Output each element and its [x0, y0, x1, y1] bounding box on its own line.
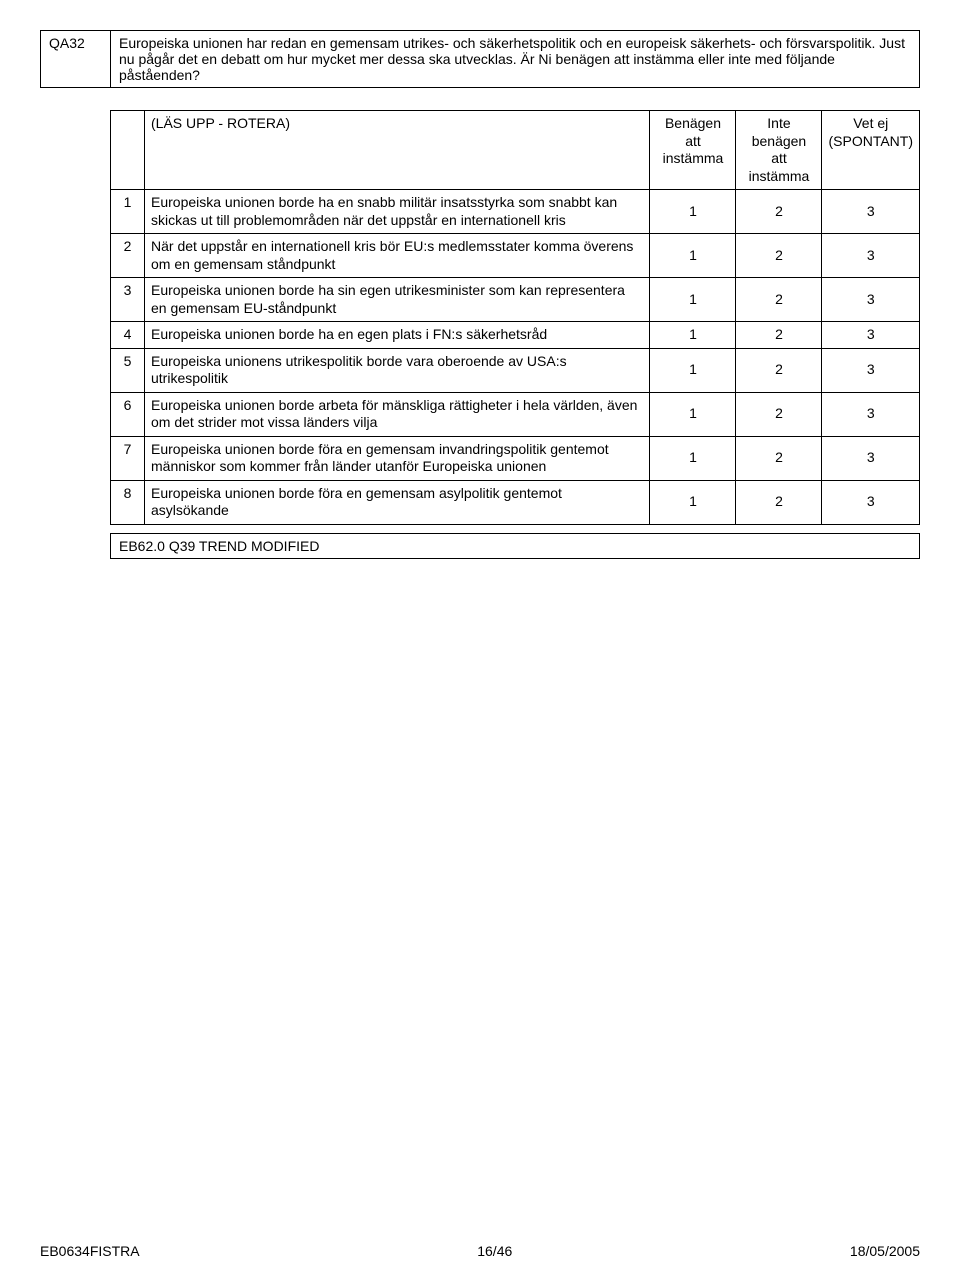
response-value: 2 — [736, 190, 822, 234]
rotation-instruction: (LÄS UPP - ROTERA) — [145, 111, 650, 190]
question-text: Europeiska unionen har redan en gemensam… — [111, 31, 919, 87]
row-number: 5 — [111, 348, 145, 392]
row-label: Europeiska unionen borde ha en snabb mil… — [145, 190, 650, 234]
response-value: 1 — [650, 480, 736, 524]
question-code: QA32 — [41, 31, 111, 87]
response-value: 2 — [736, 436, 822, 480]
response-value: 1 — [650, 436, 736, 480]
row-number: 7 — [111, 436, 145, 480]
question-box: QA32 Europeiska unionen har redan en gem… — [40, 30, 920, 88]
footer-right: 18/05/2005 — [850, 1243, 920, 1259]
response-value: 3 — [822, 392, 920, 436]
row-label: Europeiska unionen borde ha sin egen utr… — [145, 278, 650, 322]
response-value: 3 — [822, 190, 920, 234]
row-label: Europeiska unionen borde arbeta för mäns… — [145, 392, 650, 436]
content-wrap: (LÄS UPP - ROTERA) Benägen att instämma … — [110, 110, 920, 559]
row-number: 6 — [111, 392, 145, 436]
response-value: 1 — [650, 190, 736, 234]
response-value: 1 — [650, 348, 736, 392]
table-row: 6Europeiska unionen borde arbeta för män… — [111, 392, 920, 436]
response-value: 3 — [822, 278, 920, 322]
footer-center: 16/46 — [477, 1243, 512, 1259]
response-value: 1 — [650, 234, 736, 278]
response-value: 2 — [736, 278, 822, 322]
header-col-1: Benägen att instämma — [650, 111, 736, 190]
response-value: 2 — [736, 322, 822, 349]
row-number: 1 — [111, 190, 145, 234]
response-value: 1 — [650, 278, 736, 322]
row-number: 4 — [111, 322, 145, 349]
row-label: När det uppstår en internationell kris b… — [145, 234, 650, 278]
response-value: 3 — [822, 234, 920, 278]
header-col-3: Vet ej (SPONTANT) — [822, 111, 920, 190]
row-label: Europeiska unionens utrikespolitik borde… — [145, 348, 650, 392]
response-value: 1 — [650, 392, 736, 436]
response-value: 2 — [736, 392, 822, 436]
row-label: Europeiska unionen borde föra en gemensa… — [145, 436, 650, 480]
response-value: 2 — [736, 348, 822, 392]
row-label: Europeiska unionen borde ha en egen plat… — [145, 322, 650, 349]
answer-table: (LÄS UPP - ROTERA) Benägen att instämma … — [110, 110, 920, 525]
response-value: 3 — [822, 322, 920, 349]
header-empty-num — [111, 111, 145, 190]
response-value: 1 — [650, 322, 736, 349]
table-row: 5Europeiska unionens utrikespolitik bord… — [111, 348, 920, 392]
row-number: 3 — [111, 278, 145, 322]
page-footer: EB0634FISTRA 16/46 18/05/2005 — [40, 1243, 920, 1259]
table-row: 3Europeiska unionen borde ha sin egen ut… — [111, 278, 920, 322]
header-col-2: Inte benägen att instämma — [736, 111, 822, 190]
row-label: Europeiska unionen borde föra en gemensa… — [145, 480, 650, 524]
footer-left: EB0634FISTRA — [40, 1243, 140, 1259]
table-row: 7Europeiska unionen borde föra en gemens… — [111, 436, 920, 480]
table-row: 1Europeiska unionen borde ha en snabb mi… — [111, 190, 920, 234]
table-header-row: (LÄS UPP - ROTERA) Benägen att instämma … — [111, 111, 920, 190]
table-row: 4Europeiska unionen borde ha en egen pla… — [111, 322, 920, 349]
response-value: 3 — [822, 348, 920, 392]
row-number: 8 — [111, 480, 145, 524]
response-value: 3 — [822, 436, 920, 480]
response-value: 3 — [822, 480, 920, 524]
response-value: 2 — [736, 480, 822, 524]
row-number: 2 — [111, 234, 145, 278]
trend-note: EB62.0 Q39 TREND MODIFIED — [110, 533, 920, 559]
response-value: 2 — [736, 234, 822, 278]
table-row: 2När det uppstår en internationell kris … — [111, 234, 920, 278]
table-row: 8Europeiska unionen borde föra en gemens… — [111, 480, 920, 524]
